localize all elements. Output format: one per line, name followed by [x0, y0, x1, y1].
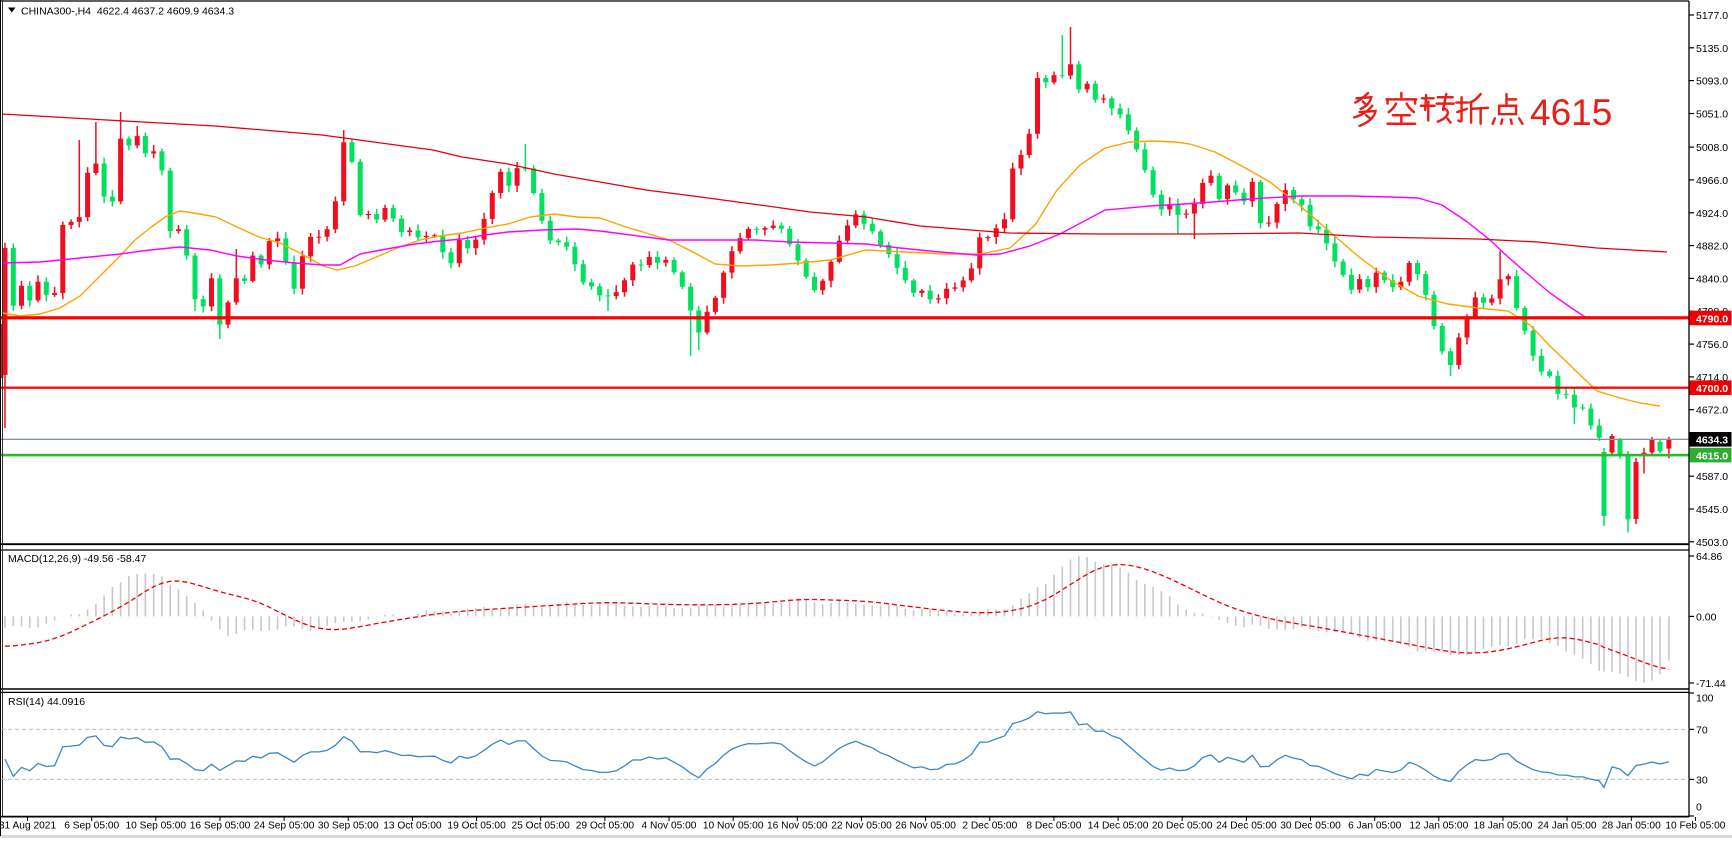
svg-text:30 Dec 05:00: 30 Dec 05:00 — [1280, 821, 1341, 832]
svg-text:24 Dec 05:00: 24 Dec 05:00 — [1216, 821, 1277, 832]
svg-text:6 Sep 05:00: 6 Sep 05:00 — [64, 821, 119, 832]
svg-text:5135.0: 5135.0 — [1696, 43, 1728, 55]
svg-text:6 Jan 05:00: 6 Jan 05:00 — [1348, 821, 1402, 832]
svg-text:16 Sep 05:00: 16 Sep 05:00 — [190, 821, 251, 832]
svg-text:4924.0: 4924.0 — [1696, 208, 1728, 220]
svg-text:26 Nov 05:00: 26 Nov 05:00 — [895, 821, 956, 832]
svg-text:31 Aug 2021: 31 Aug 2021 — [0, 821, 56, 832]
svg-text:100: 100 — [1696, 693, 1714, 705]
svg-text:4882.0: 4882.0 — [1696, 241, 1728, 253]
svg-text:4615.0: 4615.0 — [1696, 450, 1728, 462]
svg-text:24 Jan 05:00: 24 Jan 05:00 — [1538, 821, 1597, 832]
svg-text:4545.0: 4545.0 — [1696, 504, 1728, 516]
svg-text:64.86: 64.86 — [1696, 551, 1722, 563]
svg-text:10 Sep 05:00: 10 Sep 05:00 — [125, 821, 186, 832]
svg-text:30 Sep 05:00: 30 Sep 05:00 — [318, 821, 379, 832]
svg-text:4 Nov 05:00: 4 Nov 05:00 — [642, 821, 697, 832]
svg-text:4615: 4615 — [1530, 92, 1612, 133]
svg-text:13 Oct 05:00: 13 Oct 05:00 — [383, 821, 442, 832]
svg-text:RSI(14) 44.0916: RSI(14) 44.0916 — [8, 696, 85, 708]
svg-text:24 Sep 05:00: 24 Sep 05:00 — [254, 821, 315, 832]
svg-text:30: 30 — [1696, 774, 1708, 786]
svg-text:-71.44: -71.44 — [1696, 678, 1726, 690]
svg-text:25 Oct 05:00: 25 Oct 05:00 — [512, 821, 571, 832]
svg-text:22 Nov 05:00: 22 Nov 05:00 — [831, 821, 892, 832]
svg-text:10 Nov 05:00: 10 Nov 05:00 — [703, 821, 764, 832]
svg-text:4634.3: 4634.3 — [1696, 435, 1728, 447]
svg-text:4840.0: 4840.0 — [1696, 273, 1728, 285]
svg-text:0: 0 — [1696, 802, 1702, 814]
svg-text:MACD(12,26,9) -49.56 -58.47: MACD(12,26,9) -49.56 -58.47 — [8, 553, 146, 565]
svg-text:10 Feb 05:00: 10 Feb 05:00 — [1665, 821, 1725, 832]
svg-text:20 Dec 05:00: 20 Dec 05:00 — [1152, 821, 1213, 832]
svg-text:4790.0: 4790.0 — [1696, 313, 1728, 325]
svg-text:4966.0: 4966.0 — [1696, 175, 1728, 187]
svg-text:4672.0: 4672.0 — [1696, 405, 1728, 417]
svg-text:5051.0: 5051.0 — [1696, 109, 1728, 121]
svg-text:4756.0: 4756.0 — [1696, 339, 1728, 351]
svg-text:14 Dec 05:00: 14 Dec 05:00 — [1088, 821, 1149, 832]
svg-text:4503.0: 4503.0 — [1696, 537, 1728, 549]
svg-text:18 Jan 05:00: 18 Jan 05:00 — [1474, 821, 1533, 832]
svg-text:5093.0: 5093.0 — [1696, 76, 1728, 88]
svg-text:4587.0: 4587.0 — [1696, 471, 1728, 483]
svg-text:29 Oct 05:00: 29 Oct 05:00 — [576, 821, 635, 832]
svg-text:16 Nov 05:00: 16 Nov 05:00 — [767, 821, 828, 832]
svg-text:70: 70 — [1696, 724, 1708, 736]
svg-text:19 Oct 05:00: 19 Oct 05:00 — [447, 821, 506, 832]
svg-text:0.00: 0.00 — [1696, 611, 1717, 623]
svg-text:2 Dec 05:00: 2 Dec 05:00 — [962, 821, 1017, 832]
svg-text:8 Dec 05:00: 8 Dec 05:00 — [1026, 821, 1081, 832]
svg-text:4700.0: 4700.0 — [1696, 383, 1728, 395]
svg-text:28 Jan 05:00: 28 Jan 05:00 — [1602, 821, 1661, 832]
svg-text:5177.0: 5177.0 — [1696, 10, 1728, 22]
svg-text:CHINA300-,H4 4622.4 4637.2 46: CHINA300-,H4 4622.4 4637.2 4609.9 4634.3 — [21, 6, 234, 18]
svg-text:5008.0: 5008.0 — [1696, 142, 1728, 154]
svg-text:12 Jan 05:00: 12 Jan 05:00 — [1409, 821, 1468, 832]
